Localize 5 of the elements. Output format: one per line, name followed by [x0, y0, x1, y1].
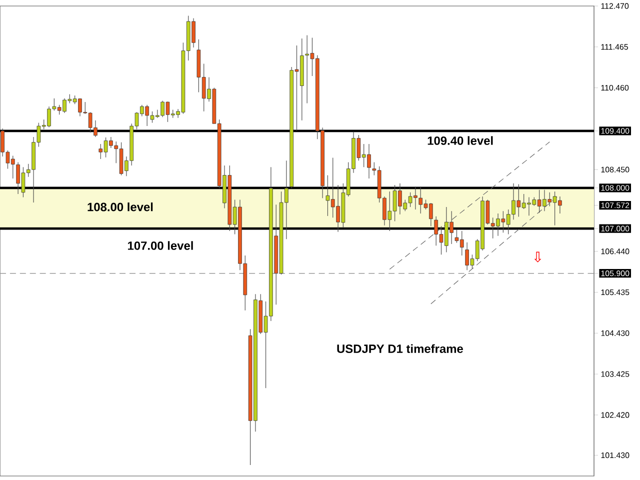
ref-line-label: 109.40 level: [428, 136, 493, 145]
annotation: USDJPY D1 timeframe: [337, 344, 463, 354]
annotation: ⇩: [534, 252, 542, 262]
ref-line-label: 108.00 level: [88, 202, 153, 212]
ref-line-label: 107.00 level: [128, 241, 193, 250]
